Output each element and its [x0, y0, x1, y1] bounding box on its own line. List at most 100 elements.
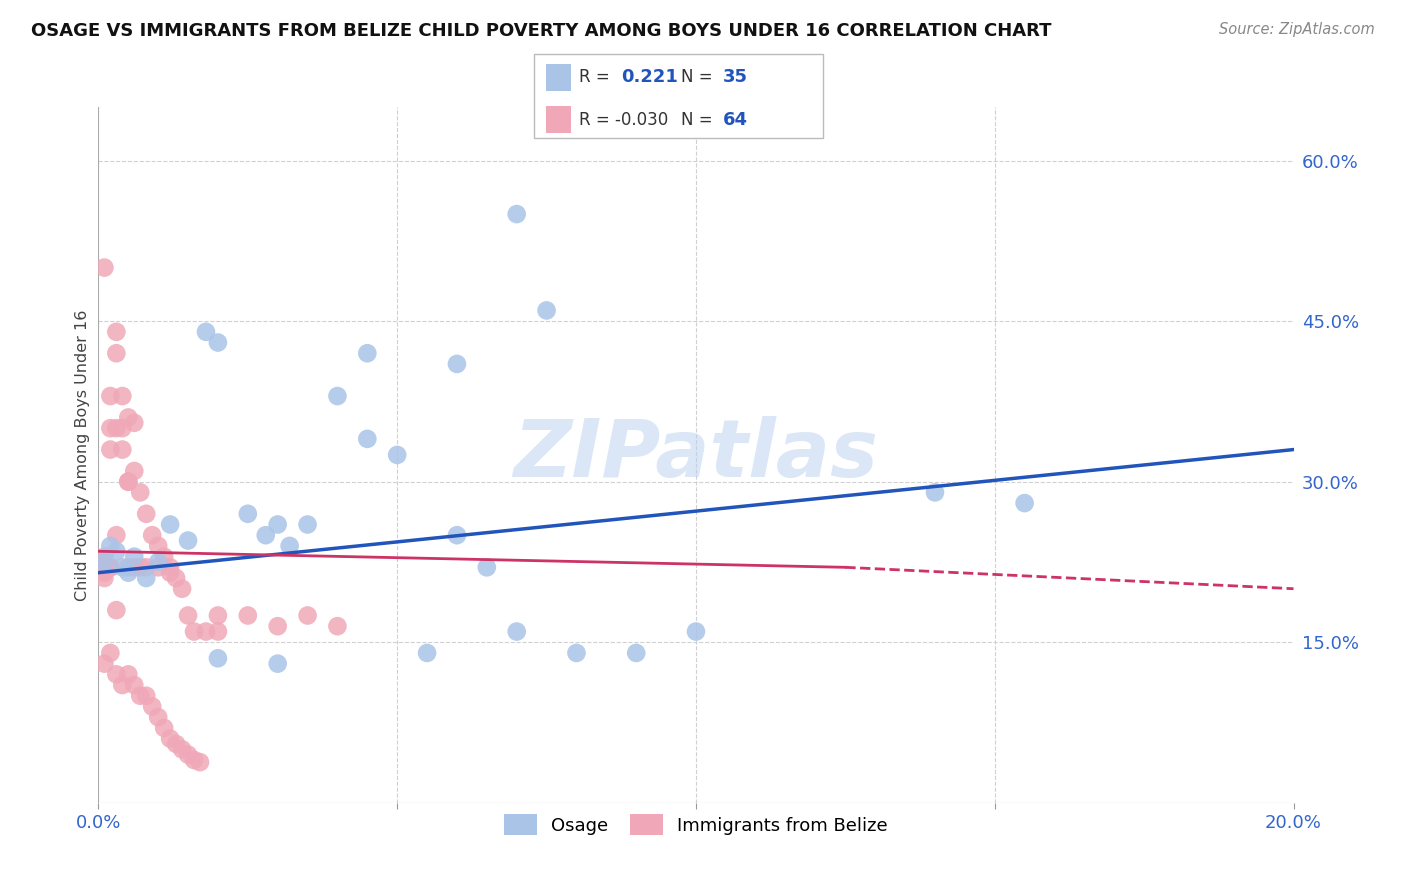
Text: 35: 35	[723, 69, 748, 87]
Point	[105, 544, 128, 558]
Point	[924, 485, 946, 500]
Point	[129, 689, 152, 703]
Point	[148, 539, 170, 553]
Point	[135, 507, 157, 521]
Point	[98, 560, 122, 574]
Point	[117, 667, 139, 681]
Point	[124, 464, 146, 478]
Point	[297, 608, 319, 623]
Point	[153, 549, 176, 564]
Point	[135, 571, 157, 585]
Legend: Osage, Immigrants from Belize: Osage, Immigrants from Belize	[498, 807, 894, 842]
Point	[177, 747, 200, 762]
Point	[117, 475, 139, 489]
Text: 0.221: 0.221	[621, 69, 678, 87]
Point	[141, 528, 163, 542]
Point	[172, 582, 194, 596]
Point	[207, 335, 229, 350]
Point	[236, 507, 259, 521]
Point	[446, 357, 468, 371]
Point	[297, 517, 319, 532]
Point	[153, 721, 176, 735]
Point	[124, 560, 146, 574]
Point	[1014, 496, 1036, 510]
Point	[177, 608, 200, 623]
Point	[165, 571, 187, 585]
Text: ZIPatlas: ZIPatlas	[513, 416, 879, 494]
Point	[177, 533, 200, 548]
Point	[188, 755, 211, 769]
Point	[159, 566, 181, 580]
Point	[111, 560, 134, 574]
Point	[446, 528, 468, 542]
Point	[124, 549, 146, 564]
Point	[356, 432, 378, 446]
Point	[98, 539, 122, 553]
Point	[111, 421, 134, 435]
Point	[93, 657, 115, 671]
Point	[141, 699, 163, 714]
Point	[124, 416, 146, 430]
Point	[98, 389, 122, 403]
Point	[93, 260, 115, 275]
Point	[356, 346, 378, 360]
Point	[105, 603, 128, 617]
Point	[93, 549, 115, 564]
Point	[267, 619, 290, 633]
Point	[129, 560, 152, 574]
Point	[135, 560, 157, 574]
Point	[267, 517, 290, 532]
Point	[536, 303, 558, 318]
Point	[129, 485, 152, 500]
Point	[172, 742, 194, 756]
Point	[117, 475, 139, 489]
Point	[254, 528, 277, 542]
Point	[475, 560, 498, 574]
Point	[267, 657, 290, 671]
Point	[148, 710, 170, 724]
Point	[506, 207, 529, 221]
Point	[93, 560, 115, 574]
Point	[183, 753, 205, 767]
Point	[93, 571, 115, 585]
Point	[93, 555, 115, 569]
Point	[195, 624, 218, 639]
Text: N =: N =	[681, 111, 717, 128]
Point	[148, 560, 170, 574]
Point	[117, 566, 139, 580]
Point	[98, 442, 122, 457]
Point	[506, 624, 529, 639]
Point	[159, 560, 181, 574]
Point	[98, 560, 122, 574]
Point	[159, 517, 181, 532]
Point	[98, 646, 122, 660]
Text: Source: ZipAtlas.com: Source: ZipAtlas.com	[1219, 22, 1375, 37]
Point	[105, 421, 128, 435]
Point	[207, 624, 229, 639]
Point	[117, 560, 139, 574]
Point	[98, 421, 122, 435]
Point	[183, 624, 205, 639]
Point	[165, 737, 187, 751]
Point	[159, 731, 181, 746]
Point	[278, 539, 301, 553]
Point	[105, 528, 128, 542]
Text: R = -0.030: R = -0.030	[579, 111, 668, 128]
Y-axis label: Child Poverty Among Boys Under 16: Child Poverty Among Boys Under 16	[75, 310, 90, 600]
Point	[148, 555, 170, 569]
Point	[565, 646, 588, 660]
Text: 64: 64	[723, 111, 748, 128]
Point	[111, 442, 134, 457]
Point	[207, 651, 229, 665]
Point	[326, 389, 349, 403]
Point	[385, 448, 409, 462]
Point	[236, 608, 259, 623]
Point	[111, 389, 134, 403]
Point	[93, 555, 115, 569]
Point	[685, 624, 707, 639]
Point	[195, 325, 218, 339]
Point	[105, 346, 128, 360]
Point	[626, 646, 648, 660]
Point	[326, 619, 349, 633]
Text: OSAGE VS IMMIGRANTS FROM BELIZE CHILD POVERTY AMONG BOYS UNDER 16 CORRELATION CH: OSAGE VS IMMIGRANTS FROM BELIZE CHILD PO…	[31, 22, 1052, 40]
